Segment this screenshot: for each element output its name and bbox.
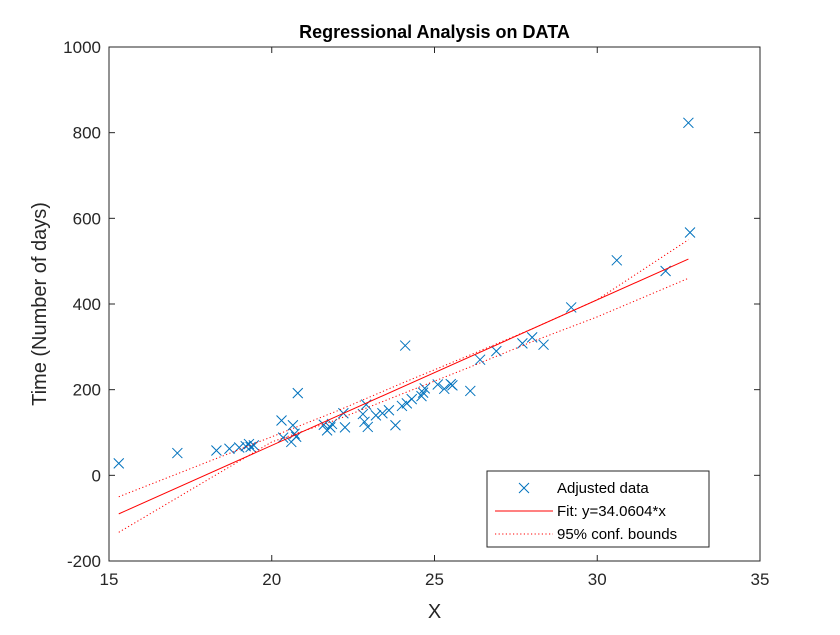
data-point bbox=[474, 354, 486, 366]
fit-line bbox=[118, 258, 689, 515]
data-point bbox=[565, 302, 577, 313]
data-point bbox=[324, 422, 336, 433]
data-point bbox=[447, 380, 458, 391]
data-point bbox=[362, 421, 374, 433]
data-point bbox=[399, 340, 411, 351]
data-point bbox=[438, 383, 450, 395]
y-tick-label: 200 bbox=[73, 381, 101, 400]
x-axis-label: X bbox=[428, 601, 441, 623]
data-point bbox=[464, 385, 476, 397]
legend-label: Adjusted data bbox=[557, 480, 649, 497]
series-3 bbox=[118, 277, 689, 533]
data-point bbox=[292, 387, 304, 399]
data-point bbox=[432, 379, 444, 390]
data-point bbox=[611, 254, 623, 266]
legend: Adjusted data Fit: y=34.0604*x 95% conf. b… bbox=[486, 470, 710, 548]
legend-label: Fit: y=34.0604*x bbox=[557, 503, 666, 520]
x-tick-label: 20 bbox=[262, 570, 281, 589]
data-point bbox=[172, 447, 183, 459]
data-point bbox=[113, 457, 125, 469]
data-point bbox=[326, 418, 338, 430]
data-point bbox=[359, 416, 370, 428]
data-point bbox=[248, 439, 260, 451]
legend-marker-x bbox=[518, 482, 530, 494]
ticks-layer: 15 20 25 30 35 -200 0 200 400 600 800 1000 bbox=[63, 38, 769, 589]
confidence-bound-line bbox=[118, 277, 689, 533]
x-tick-label: 35 bbox=[751, 570, 770, 589]
data-point bbox=[419, 383, 431, 394]
data-point bbox=[683, 117, 694, 129]
data-point bbox=[339, 422, 351, 433]
x-tick-label: 25 bbox=[425, 570, 444, 589]
series-layer bbox=[113, 117, 696, 533]
y-axis-label: Time (Number of days) bbox=[29, 202, 51, 406]
data-point bbox=[276, 415, 287, 426]
data-point bbox=[370, 410, 382, 421]
data-point bbox=[383, 404, 395, 416]
series-0 bbox=[113, 117, 696, 469]
data-point bbox=[416, 390, 427, 402]
data-point bbox=[390, 419, 401, 431]
chart-title: Regressional Analysis on DATA bbox=[299, 22, 570, 42]
x-tick-label: 15 bbox=[100, 570, 119, 589]
y-tick-label: 1000 bbox=[63, 38, 101, 57]
data-point bbox=[211, 445, 222, 456]
data-point bbox=[396, 400, 408, 412]
x-tick-label: 30 bbox=[588, 570, 607, 589]
data-point bbox=[538, 339, 549, 351]
data-point bbox=[233, 442, 245, 453]
y-tick-label: 400 bbox=[73, 295, 101, 314]
y-tick-label: 800 bbox=[73, 124, 101, 143]
data-point bbox=[287, 419, 299, 431]
y-tick-label: 600 bbox=[73, 209, 101, 228]
data-point bbox=[277, 432, 289, 443]
y-tick-label: -200 bbox=[67, 552, 101, 571]
data-point bbox=[526, 332, 538, 343]
legend-label: 95% conf. bounds bbox=[557, 526, 677, 543]
y-tick-label: 0 bbox=[92, 466, 101, 485]
data-point bbox=[417, 387, 429, 399]
data-point bbox=[684, 227, 696, 238]
data-point bbox=[406, 393, 418, 405]
data-point bbox=[377, 407, 388, 419]
data-point bbox=[517, 338, 528, 349]
series-1 bbox=[118, 258, 689, 515]
